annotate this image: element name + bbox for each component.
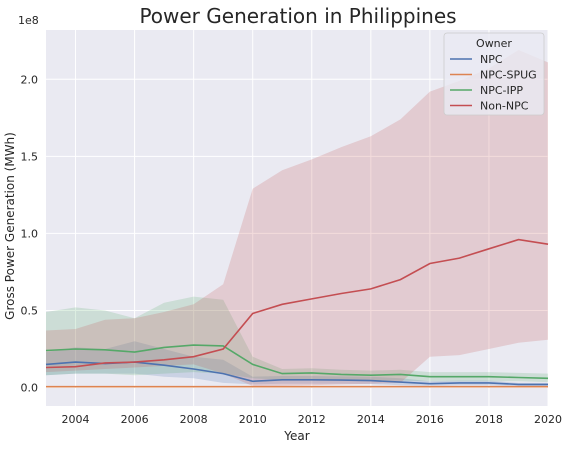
x-tick-label: 2006 — [121, 413, 149, 426]
legend-title: Owner — [476, 37, 512, 50]
legend: Owner NPC NPC-SPUG NPC-IPP Non-NPC — [443, 32, 545, 116]
x-tick-label: 2016 — [416, 413, 444, 426]
band-npc — [46, 341, 548, 386]
y-tick-label: 0.5 — [21, 304, 39, 317]
y-tick-label: 1.5 — [21, 150, 39, 163]
legend-label-npc-ipp: NPC-IPP — [480, 84, 523, 97]
y-tick-label: 2.0 — [21, 73, 39, 86]
x-tick-label: 2018 — [475, 413, 503, 426]
band-non-npc — [46, 50, 548, 386]
y-axis-ticks: 0.0 0.5 1.0 1.5 2.0 — [21, 73, 39, 394]
band-npc-ipp — [46, 296, 548, 383]
x-tick-label: 2012 — [298, 413, 326, 426]
legend-label-npc-spug: NPC-SPUG — [480, 69, 537, 82]
legend-label-npc: NPC — [480, 53, 503, 66]
x-tick-label: 2014 — [357, 413, 385, 426]
y-tick-label: 0.0 — [21, 382, 39, 395]
x-tick-label: 2004 — [62, 413, 90, 426]
x-axis-ticks: 2004 2006 2008 2010 2012 2014 2016 2018 2020 — [62, 413, 562, 426]
x-axis-label: Year — [283, 429, 309, 443]
y-tick-label: 1.0 — [21, 227, 39, 240]
x-tick-label: 2008 — [180, 413, 208, 426]
y-multiplier-label: 1e8 — [18, 14, 39, 27]
x-tick-label: 2010 — [239, 413, 267, 426]
y-axis-label: Gross Power Generation (MWh) — [3, 132, 17, 320]
x-tick-label: 2020 — [534, 413, 562, 426]
series-lines — [45, 238, 549, 388]
line-npc-ipp — [45, 344, 549, 380]
line-non-npc — [45, 238, 549, 369]
legend-label-non-npc: Non-NPC — [480, 100, 529, 113]
chart-title: Power Generation in Philippines — [139, 4, 456, 28]
legend-box — [443, 32, 545, 116]
